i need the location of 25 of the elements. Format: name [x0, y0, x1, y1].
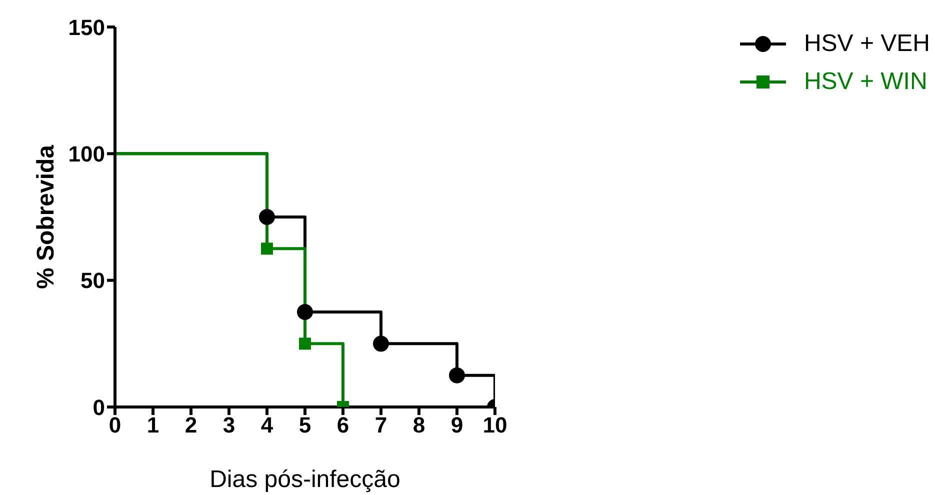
- point: [298, 338, 311, 350]
- point: [372, 336, 389, 352]
- y-tick-label: 0: [92, 394, 105, 420]
- x-tick-label: 7: [374, 412, 388, 438]
- y-axis-title: % Sobrevida: [32, 144, 60, 290]
- x-tick-label: 8: [412, 412, 426, 438]
- point: [258, 209, 275, 225]
- x-tick-label: 5: [298, 412, 312, 438]
- x-tick-label: 10: [482, 412, 508, 438]
- legend-label: HSV + VEH: [804, 30, 930, 58]
- x-tick-label: 0: [108, 412, 122, 438]
- x-tick-label: 1: [146, 412, 160, 438]
- y-tick-label: 100: [68, 141, 105, 166]
- point: [296, 304, 313, 320]
- x-tick-label: 4: [260, 412, 274, 438]
- x-tick-label: 6: [336, 412, 350, 438]
- y-tick-label: 50: [80, 268, 105, 294]
- x-axis-title: Dias pós-infecção: [210, 466, 400, 493]
- legend-label: HSV + WIN: [804, 68, 928, 96]
- y-tick-label: 150: [68, 14, 105, 40]
- x-tick-label: 2: [184, 412, 198, 438]
- point: [448, 367, 465, 384]
- x-tick-label: 9: [450, 412, 464, 438]
- point: [260, 242, 273, 255]
- x-tick-label: 3: [222, 412, 236, 438]
